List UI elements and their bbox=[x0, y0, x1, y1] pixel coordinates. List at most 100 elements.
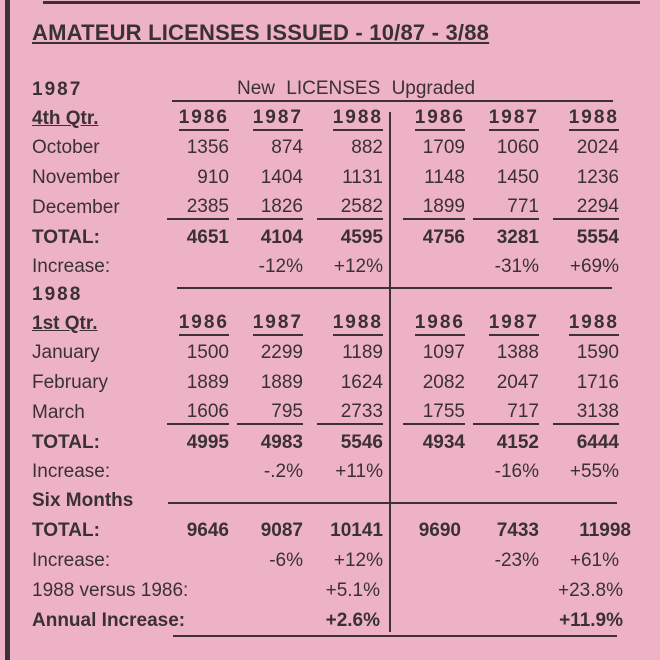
month-row: March 1606 795 2733 1755 717 3138 bbox=[0, 400, 660, 426]
value-cell: 1986 bbox=[178, 311, 229, 336]
value-cell: 2385 bbox=[167, 195, 229, 220]
value-cell: +55% bbox=[569, 461, 619, 482]
year-header-row: 1st Qtr. 1986 1987 1988 1986 1987 1988 bbox=[0, 311, 660, 337]
value-cell: 1755 bbox=[403, 400, 465, 425]
value-cell: 1987 bbox=[488, 311, 539, 336]
value-cell: 1988 bbox=[332, 106, 383, 131]
value-cell: -16% bbox=[494, 461, 539, 482]
value-cell: 1988 bbox=[568, 106, 619, 131]
value-cell: 1899 bbox=[403, 195, 465, 220]
row-label: December bbox=[32, 197, 120, 218]
value-cell: 10141 bbox=[330, 520, 383, 541]
value-cell: +11.9% bbox=[559, 610, 623, 631]
value-cell: 6444 bbox=[576, 432, 619, 453]
value-cell: 874 bbox=[271, 137, 303, 158]
value-cell: 795 bbox=[237, 400, 303, 425]
month-row: December 2385 1826 2582 1899 771 2294 bbox=[0, 195, 660, 221]
increase-row: Increase: -.2% +11% -16% +55% bbox=[0, 459, 660, 485]
annual-increase-row: Annual Increase: +2.6% +11.9% bbox=[0, 608, 660, 634]
value-cell: 5546 bbox=[340, 432, 383, 453]
value-cell: 1060 bbox=[496, 137, 539, 158]
row-label: TOTAL: bbox=[32, 227, 100, 248]
value-cell: 1986 bbox=[414, 311, 465, 336]
value-cell: 1986 bbox=[414, 106, 465, 131]
value-cell: 3138 bbox=[553, 400, 619, 425]
value-cell: 1450 bbox=[496, 167, 539, 188]
left-border bbox=[5, 0, 10, 660]
row-label: February bbox=[32, 372, 109, 393]
row-label: 1988 versus 1986: bbox=[32, 580, 189, 601]
value-cell: 1987 bbox=[252, 311, 303, 336]
versus-row: 1988 versus 1986: +5.1% +23.8% bbox=[0, 578, 660, 604]
value-cell: 882 bbox=[351, 137, 383, 158]
value-cell: 1986 bbox=[178, 106, 229, 131]
row-label: Six Months bbox=[32, 490, 134, 511]
page-title: AMATEUR LICENSES ISSUED - 10/87 - 3/88 bbox=[32, 20, 490, 45]
row-label: 1988 bbox=[32, 284, 83, 305]
value-cell: 910 bbox=[197, 167, 229, 188]
value-cell: 1404 bbox=[260, 167, 303, 188]
value-cell: 4104 bbox=[260, 227, 303, 248]
value-cell: 1889 bbox=[260, 372, 303, 393]
row-label: Increase: bbox=[32, 256, 111, 277]
value-cell: +5.1% bbox=[325, 580, 380, 601]
row-label: Increase: bbox=[32, 550, 111, 571]
value-cell: 1388 bbox=[496, 342, 539, 363]
row-label: March bbox=[32, 402, 85, 423]
value-cell: 1988 bbox=[332, 311, 383, 336]
value-cell: 1889 bbox=[186, 372, 229, 393]
value-cell: +12% bbox=[333, 550, 383, 571]
row-label: January bbox=[32, 342, 100, 363]
value-cell: 4934 bbox=[422, 432, 465, 453]
value-cell: 1826 bbox=[237, 195, 303, 220]
value-cell: 1606 bbox=[167, 400, 229, 425]
year-header-row: 4th Qtr. 1986 1987 1988 1986 1987 1988 bbox=[0, 106, 660, 132]
row-label: October bbox=[32, 137, 100, 158]
value-cell: 1131 bbox=[342, 167, 383, 188]
value-cell: +11% bbox=[335, 461, 383, 482]
value-cell: 4595 bbox=[340, 227, 383, 248]
row-label: 1st Qtr. bbox=[32, 313, 98, 334]
month-row: November 910 1404 1131 1148 1450 1236 bbox=[0, 165, 660, 191]
value-cell: 771 bbox=[473, 195, 539, 220]
row-label: TOTAL: bbox=[32, 432, 100, 453]
value-cell: 1500 bbox=[186, 342, 229, 363]
value-cell: 2024 bbox=[576, 137, 619, 158]
value-cell: +12% bbox=[333, 256, 383, 277]
value-cell: 4651 bbox=[186, 227, 229, 248]
total-row: TOTAL: 4995 4983 5546 4934 4152 6444 bbox=[0, 430, 660, 456]
row-label: Increase: bbox=[32, 461, 111, 482]
value-cell: 1356 bbox=[186, 137, 229, 158]
header-new: New bbox=[237, 78, 276, 99]
value-cell: +69% bbox=[569, 256, 619, 277]
six-months-rule bbox=[168, 502, 617, 504]
section-rule bbox=[177, 287, 612, 289]
row-label: November bbox=[32, 167, 120, 188]
value-cell: 4756 bbox=[422, 227, 465, 248]
month-row: January 1500 2299 1189 1097 1388 1590 bbox=[0, 340, 660, 366]
value-cell: 1709 bbox=[422, 137, 465, 158]
value-cell: 4983 bbox=[260, 432, 303, 453]
value-cell: 1988 bbox=[568, 311, 619, 336]
header-rule bbox=[172, 100, 613, 102]
value-cell: 3281 bbox=[496, 227, 539, 248]
value-cell: 9690 bbox=[418, 520, 461, 541]
total-row: TOTAL: 4651 4104 4595 4756 3281 5554 bbox=[0, 225, 660, 251]
value-cell: 2299 bbox=[260, 342, 303, 363]
month-row: October 1356 874 882 1709 1060 2024 bbox=[0, 135, 660, 161]
six-months-row: Six Months bbox=[0, 488, 660, 514]
value-cell: 5554 bbox=[576, 227, 619, 248]
value-cell: 7433 bbox=[496, 520, 539, 541]
value-cell: 2082 bbox=[422, 372, 465, 393]
value-cell: 1624 bbox=[340, 372, 383, 393]
value-cell: 9087 bbox=[260, 520, 303, 541]
column-group-header: New LICENSES Upgraded bbox=[237, 78, 475, 100]
value-cell: +2.6% bbox=[325, 610, 380, 631]
row-label: TOTAL: bbox=[32, 520, 100, 541]
month-row: February 1889 1889 1624 2082 2047 1716 bbox=[0, 370, 660, 396]
section-year-row: 1988 bbox=[0, 282, 660, 308]
six-months-increase-row: Increase: -6% +12% -23% +61% bbox=[0, 548, 660, 574]
top-rule bbox=[43, 1, 640, 4]
value-cell: 4995 bbox=[186, 432, 229, 453]
value-cell: 1189 bbox=[342, 342, 383, 363]
